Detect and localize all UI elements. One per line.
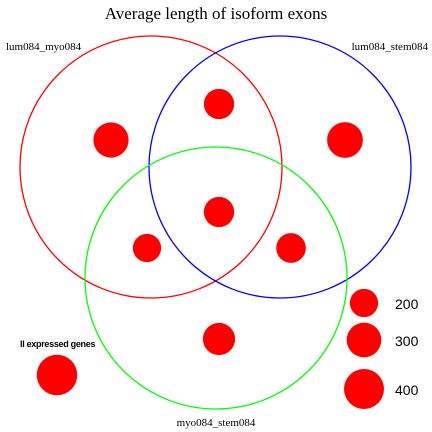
size-legend-label-300: 300: [395, 333, 419, 349]
outside-set-label: ll expressed genes: [20, 339, 95, 349]
set-circle-lum084-myo084: [19, 35, 283, 299]
size-legend-bubble-200: [349, 288, 379, 318]
size-legend-bubble-400: [344, 369, 384, 409]
outside-set-bubble: [36, 354, 78, 396]
region-bubble-c-only: [202, 322, 236, 356]
size-legend-label-400: 400: [395, 382, 419, 398]
diagram-title: Average length of isoform exons: [105, 4, 328, 23]
size-legend-bubble-300: [346, 322, 382, 358]
size-legend-label-200: 200: [395, 296, 419, 312]
set-label-lum084-stem084: lum084_stem084: [352, 41, 429, 53]
region-bubble-a-and-b-and-c: [203, 196, 235, 228]
set-circle-myo084-stem084: [84, 146, 348, 410]
region-bubble-a-only: [93, 122, 129, 158]
region-bubble-b-and-c: [276, 233, 306, 263]
region-bubble-a-and-c: [132, 233, 162, 263]
region-bubble-a-and-b: [203, 88, 235, 120]
region-bubbles: [93, 88, 363, 356]
size-legend: 200 300 400: [344, 288, 419, 409]
region-bubble-b-only: [327, 122, 363, 158]
set-label-myo084-stem084: myo084_stem084: [177, 417, 256, 429]
set-label-lum084-myo084: lum084_myo084: [6, 41, 82, 53]
set-circle-lum084-stem084: [148, 35, 412, 299]
